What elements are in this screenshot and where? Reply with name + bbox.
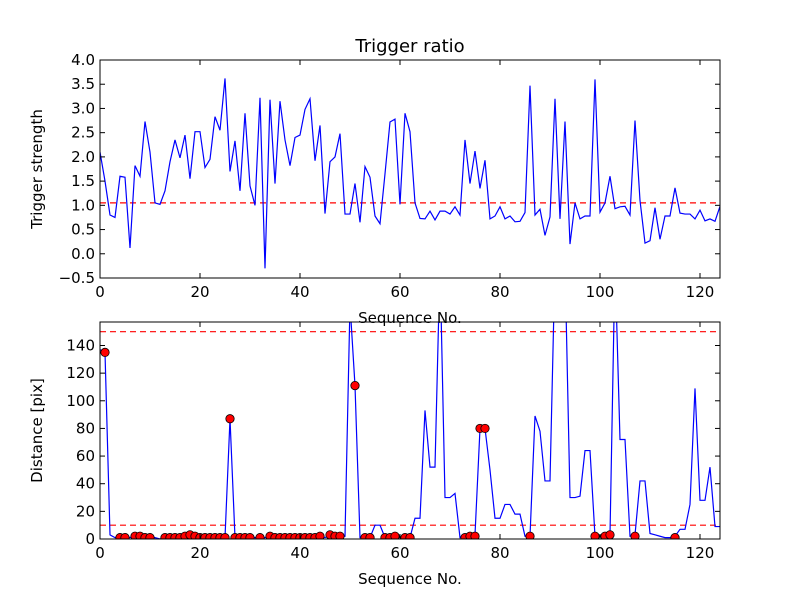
plot-area — [100, 78, 720, 269]
data-point-marker — [480, 423, 490, 434]
y-tick-label: 3.0 — [71, 99, 95, 117]
x-tick-label: 120 — [686, 283, 715, 301]
data-point-marker — [100, 347, 110, 358]
y-tick-label: 2.5 — [71, 124, 95, 142]
x-tick-label: 100 — [586, 283, 615, 301]
y-tick-label: 80 — [76, 419, 95, 437]
chart-title: Trigger ratio — [354, 36, 464, 57]
y-tick-label: −0.5 — [59, 269, 95, 287]
x-tick-label: 20 — [190, 283, 209, 301]
y-tick-label: 1.5 — [71, 172, 95, 190]
data-point-marker — [390, 531, 400, 539]
data-point-marker — [145, 533, 155, 539]
data-point-marker — [605, 530, 615, 539]
data-point-marker — [365, 533, 375, 539]
data-point-marker — [470, 531, 480, 539]
x-tick-label: 120 — [686, 544, 715, 562]
x-tick-label: 40 — [290, 544, 309, 562]
x-tick-label: 0 — [95, 544, 105, 562]
y-tick-label: 1.0 — [71, 196, 95, 214]
plot-area — [100, 322, 720, 539]
x-tick-label: 80 — [490, 544, 509, 562]
y-tick-label: 120 — [66, 364, 95, 382]
data-point-marker — [315, 531, 325, 539]
y-tick-label: 60 — [76, 447, 95, 465]
data-point-marker — [350, 380, 360, 391]
x-tick-label: 0 — [95, 283, 105, 301]
data-point-marker — [590, 531, 600, 539]
data-point-marker — [670, 533, 680, 539]
x-tick-label: 40 — [290, 283, 309, 301]
y-tick-label: 100 — [66, 392, 95, 410]
data-point-marker — [255, 533, 265, 539]
data-point-marker — [405, 533, 415, 539]
y-tick-label: 4.0 — [71, 51, 95, 69]
data-point-marker — [630, 531, 640, 539]
y-tick-label: 0 — [85, 530, 95, 548]
bottom-panel-distance: 0 20 40 60 80 100 120 0 20 40 60 80 100 120 140 Sequenc… — [28, 321, 721, 588]
y-tick-label: 40 — [76, 475, 95, 493]
y-axis-label: Distance [pix] — [28, 378, 46, 483]
x-tick-label: 80 — [490, 283, 509, 301]
y-axis-label: Trigger strength — [28, 109, 46, 230]
x-axis-label: Sequence No. — [358, 570, 462, 588]
data-point-marker — [245, 533, 255, 539]
data-point-marker — [225, 414, 235, 424]
x-tick-label: 20 — [190, 544, 209, 562]
series-line — [100, 78, 720, 269]
x-tick-label: 100 — [586, 544, 615, 562]
y-tick-label: 0.5 — [71, 221, 95, 239]
x-tick-label: 60 — [390, 544, 409, 562]
data-point-marker — [335, 531, 345, 539]
axes-frame — [99, 59, 721, 279]
y-tick-label: 2.0 — [71, 148, 95, 166]
y-tick-label: 3.5 — [71, 75, 95, 93]
y-tick-label: 140 — [66, 336, 95, 354]
x-tick-label: 60 — [390, 283, 409, 301]
axes-frame — [99, 321, 721, 540]
y-tick-label: 20 — [76, 502, 95, 520]
data-point-marker — [525, 531, 535, 539]
x-axis-label: Sequence No. — [358, 309, 462, 327]
y-tick-label: 0.0 — [71, 245, 95, 263]
data-point-marker — [120, 533, 130, 539]
data-point-marker — [220, 533, 230, 539]
